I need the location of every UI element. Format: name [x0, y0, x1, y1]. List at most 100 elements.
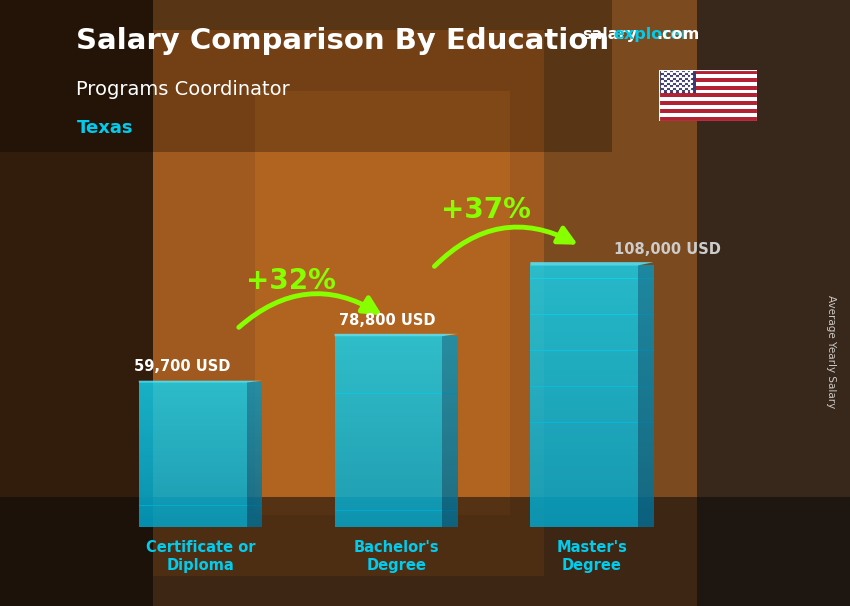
Bar	[638, 279, 654, 282]
Bar	[530, 347, 638, 350]
Bar	[139, 522, 246, 524]
Bar	[442, 403, 458, 405]
Bar	[530, 426, 638, 429]
Bar	[638, 324, 654, 328]
Bar	[139, 415, 246, 417]
Bar	[638, 445, 654, 448]
Bar	[442, 436, 458, 439]
Bar	[139, 498, 246, 500]
Bar	[530, 344, 638, 347]
Bar	[638, 521, 654, 524]
Bar	[659, 98, 756, 101]
Bar	[530, 285, 638, 288]
Bar	[139, 505, 246, 507]
Bar	[659, 109, 756, 113]
Bar	[246, 474, 262, 476]
Bar	[335, 384, 442, 387]
Bar	[139, 525, 246, 527]
Bar	[530, 370, 638, 373]
Bar	[139, 507, 246, 509]
Bar	[638, 429, 654, 432]
Bar	[139, 411, 246, 413]
Bar	[530, 268, 638, 272]
Bar	[246, 395, 262, 397]
Bar	[530, 494, 638, 498]
Bar	[530, 357, 638, 361]
Bar	[442, 525, 458, 527]
Bar	[530, 514, 638, 518]
Bar	[442, 405, 458, 408]
Bar	[638, 361, 654, 364]
Bar	[246, 467, 262, 469]
Bar	[530, 410, 638, 413]
Bar	[139, 520, 246, 522]
Bar	[659, 90, 756, 93]
Bar	[530, 334, 638, 338]
Bar	[139, 480, 246, 482]
Bar	[442, 391, 458, 393]
Bar	[139, 467, 246, 469]
Bar	[139, 453, 246, 455]
Bar	[246, 491, 262, 493]
Bar	[139, 493, 246, 494]
Bar	[246, 399, 262, 401]
Bar	[335, 413, 442, 415]
Bar	[335, 396, 442, 398]
Bar	[638, 338, 654, 341]
Bar	[442, 482, 458, 484]
Bar	[638, 367, 654, 370]
Bar	[638, 491, 654, 494]
Bar	[442, 496, 458, 499]
Bar	[335, 415, 442, 418]
Bar	[246, 413, 262, 415]
Bar	[246, 465, 262, 467]
Bar	[530, 455, 638, 459]
Bar	[530, 383, 638, 387]
Bar	[246, 391, 262, 393]
Bar	[442, 461, 458, 463]
Bar	[246, 476, 262, 478]
Bar	[530, 301, 638, 305]
Bar	[530, 468, 638, 471]
Bar	[0, 0, 612, 152]
Bar	[442, 415, 458, 418]
Bar	[442, 520, 458, 522]
Bar	[335, 355, 442, 358]
Bar	[335, 425, 442, 427]
Bar	[638, 377, 654, 380]
Bar	[530, 406, 638, 410]
Bar	[139, 399, 246, 401]
Bar	[638, 298, 654, 301]
Bar	[335, 444, 442, 446]
Bar	[442, 458, 458, 461]
Bar	[530, 465, 638, 468]
Bar	[442, 370, 458, 372]
Bar	[442, 434, 458, 436]
Bar	[335, 427, 442, 429]
Bar	[335, 458, 442, 461]
Bar	[246, 494, 262, 496]
Bar	[246, 500, 262, 502]
Bar	[335, 401, 442, 403]
Bar	[638, 347, 654, 350]
Bar	[659, 85, 756, 90]
Bar	[530, 471, 638, 475]
Bar	[530, 445, 638, 448]
Bar	[442, 467, 458, 470]
Bar	[335, 482, 442, 484]
Bar	[530, 305, 638, 308]
Bar	[442, 401, 458, 403]
Bar	[638, 514, 654, 518]
Bar	[638, 448, 654, 452]
Bar	[139, 450, 246, 451]
Bar	[139, 419, 246, 421]
Bar	[638, 285, 654, 288]
Bar	[530, 338, 638, 341]
Bar	[139, 404, 246, 406]
Bar	[638, 331, 654, 334]
Bar	[442, 420, 458, 422]
Bar	[335, 461, 442, 463]
Bar	[638, 295, 654, 298]
Bar	[335, 484, 442, 487]
Bar	[442, 506, 458, 508]
